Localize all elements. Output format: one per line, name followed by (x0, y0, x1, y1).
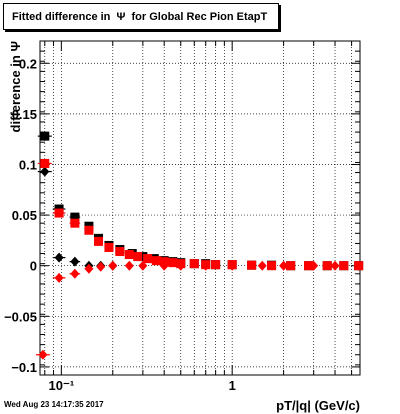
data-point-square (124, 250, 134, 260)
y-tick-label: −0.1 (11, 360, 37, 375)
data-point-square (138, 252, 148, 262)
data-point-diamond (96, 261, 106, 272)
x-tick-label: 1 (229, 378, 236, 393)
data-point-diamond (354, 260, 364, 271)
data-point-diamond (279, 260, 289, 271)
data-point-square (54, 208, 64, 218)
y-tick-label: 0.1 (19, 157, 37, 172)
data-point-diamond (138, 260, 148, 271)
timestamp-label: Wed Aug 23 14:17:35 2017 (4, 400, 104, 409)
data-point-square (40, 131, 50, 141)
data-point-square (168, 258, 178, 268)
data-point-diamond (159, 260, 169, 271)
ticks-layer (40, 41, 360, 376)
marks-layer (35, 131, 364, 360)
labels-layer: 10⁻¹ 1 −0.1 −0.05 0 0.05 0.1 0.15 0.2 (4, 56, 236, 393)
data-point-square (247, 260, 257, 270)
data-point-square (189, 259, 199, 269)
data-point-diamond (330, 260, 340, 271)
data-point-square (133, 252, 143, 262)
data-point-square (93, 236, 103, 246)
data-point-diamond (108, 260, 118, 271)
chart-title-box: Fitted difference in Ψ for Global Rec Pi… (3, 3, 279, 30)
y-tick-label: −0.05 (4, 309, 37, 324)
data-point-diamond (54, 252, 64, 263)
data-point-square (267, 261, 277, 271)
data-point-square (115, 247, 125, 257)
data-point-diamond (257, 260, 267, 271)
x-axis-label: pT/|q| (GeV/c) (276, 398, 360, 413)
x-tick-label: 10⁻¹ (49, 378, 75, 393)
y-tick-label: 0.15 (12, 107, 37, 122)
data-point-square (151, 256, 161, 266)
data-point-square (143, 254, 153, 264)
data-point-square (70, 218, 80, 228)
series-3 (35, 260, 364, 360)
y-axis-label: difference in Ψ (8, 41, 23, 132)
data-point-square (40, 158, 50, 168)
data-point-square (84, 225, 94, 235)
data-point-diamond (227, 260, 237, 271)
data-point-diamond (54, 272, 64, 283)
data-point-diamond (40, 166, 50, 177)
data-point-diamond (38, 349, 48, 360)
y-tick-label: 0 (30, 259, 37, 274)
chart-title: Fitted difference in Ψ for Global Rec Pi… (12, 10, 268, 23)
data-point-square (322, 261, 332, 271)
grid-layer (40, 41, 360, 375)
data-point-diamond (84, 263, 94, 274)
data-point-square (304, 261, 314, 271)
data-point-square (339, 261, 349, 271)
y-tick-label: 0.2 (19, 56, 37, 71)
data-point-diamond (201, 260, 211, 271)
data-point-diamond (70, 256, 80, 267)
data-point-square (286, 261, 296, 271)
plot-frame (39, 40, 361, 376)
y-tick-label: 0.05 (12, 208, 37, 223)
data-point-diamond (70, 268, 80, 279)
data-point-diamond (124, 260, 134, 271)
data-point-square (70, 212, 80, 222)
data-point-diamond (309, 260, 319, 271)
data-point-diamond (176, 260, 186, 271)
data-point-square (211, 260, 221, 270)
data-point-square (104, 242, 114, 252)
